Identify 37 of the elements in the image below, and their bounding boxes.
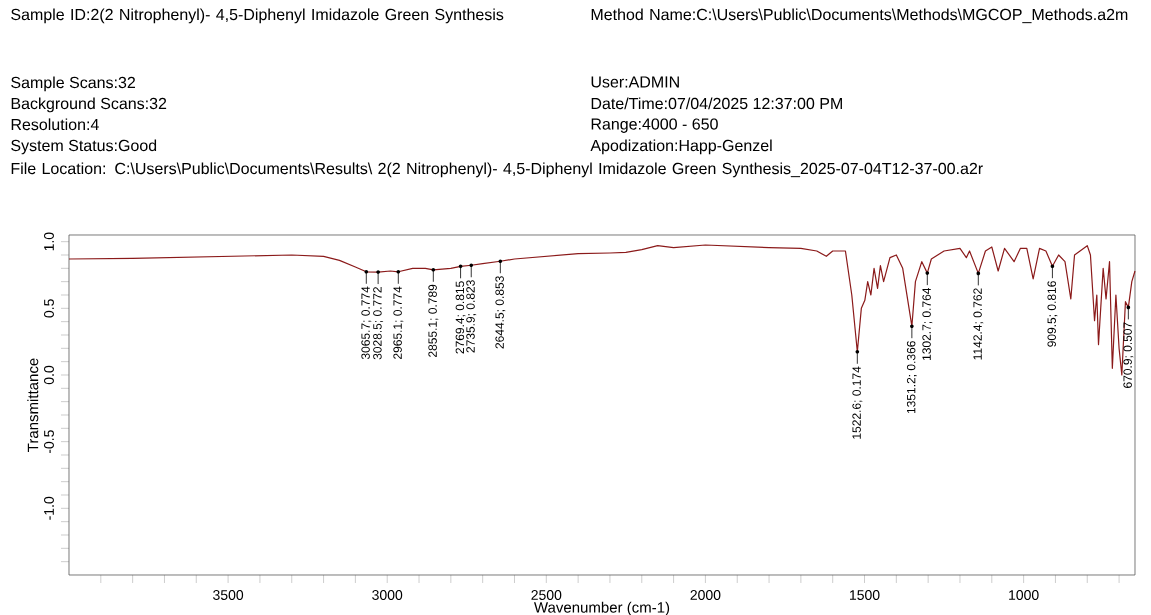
x-tick-label: 2000 xyxy=(690,590,721,600)
x-axis-title: Wavenumber (cm-1) xyxy=(533,601,670,615)
chart-title: Sample ID:2(2 Nitrophenyl)- 4,5-Diphenyl Imidazole Green Synthesis xyxy=(11,8,504,24)
annotation: 1351.2; 0.366 xyxy=(906,341,917,414)
annotation: 3028.5; 0.772 xyxy=(373,287,384,360)
annotation: 909.5; 0.816 xyxy=(1047,281,1058,347)
annotation: 3065.7; 0.774 xyxy=(361,286,372,360)
x-tick-label: 3000 xyxy=(372,590,403,600)
text: File Location: C:\Users\Public\Documents\Results\ 2(2 Nitrophenyl)- 4,5-Diphenyl Imidazole Green Synthesis_2025-07-04T12-37-00.a2r xyxy=(11,162,983,178)
y-axis-title: Transmittance xyxy=(27,358,39,452)
annotation: 1302.7; 0.764 xyxy=(922,287,933,361)
text: Background Scans:32 xyxy=(11,97,167,113)
annotation: 2735.9; 0.823 xyxy=(466,280,477,353)
text: System Status:Good xyxy=(11,139,157,155)
text: Method Name:C:\Users\Public\Documents\Methods\MGCOP_Methods.a2m xyxy=(591,8,1128,24)
x-tick-label: 2500 xyxy=(531,590,562,600)
annotation: 670.9; 0.507 xyxy=(1123,322,1134,388)
y-tick-label: 1.0 xyxy=(44,232,54,251)
annotation: 2965.1; 0.774 xyxy=(393,286,404,359)
y-tick-label: -0.5 xyxy=(44,430,54,454)
annotation: 2644.5; 0.853 xyxy=(495,276,506,349)
annotation: 2769.4; 0.815 xyxy=(455,281,466,354)
text: Range:4000 - 650 xyxy=(591,118,718,133)
text: Sample Scans:32 xyxy=(11,76,135,92)
x-tick-label: 1500 xyxy=(850,590,880,600)
annotation: 1522.6; 0.174 xyxy=(852,366,863,439)
y-tick-label: 0.0 xyxy=(44,365,54,385)
y-tick-label: -1.0 xyxy=(44,496,54,520)
text: Apodization:Happ-Genzel xyxy=(590,139,772,155)
annotation: 1142.4; 0.762 xyxy=(973,288,984,360)
text: User:ADMIN xyxy=(591,76,679,88)
annotation: 2855.1; 0.789 xyxy=(428,284,439,357)
text: Resolution:4 xyxy=(11,118,99,131)
x-tick-label: 1000 xyxy=(1009,590,1039,600)
y-tick-label: 0.5 xyxy=(44,299,54,318)
text: Date/Time:07/04/2025 12:37:00 PM xyxy=(591,97,842,110)
x-tick-label: 3500 xyxy=(213,590,244,600)
